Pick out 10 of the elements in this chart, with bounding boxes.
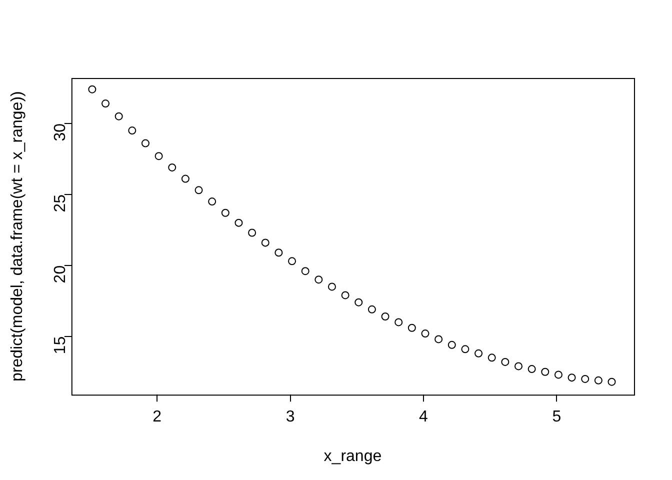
y-tick-label: 30 xyxy=(52,123,69,142)
x-axis-title: x_range xyxy=(324,448,382,465)
y-tick-label: 25 xyxy=(52,194,69,212)
x-tick-label: 5 xyxy=(552,408,562,426)
y-tick-label: 20 xyxy=(52,265,69,284)
x-tick-label: 3 xyxy=(286,408,295,426)
x-tick-label: 4 xyxy=(419,408,428,426)
y-axis-title: predict(model, data.frame(wt = x_range)) xyxy=(9,91,26,382)
x-tick-label: 2 xyxy=(152,408,162,426)
y-tick-label: 15 xyxy=(52,336,69,354)
